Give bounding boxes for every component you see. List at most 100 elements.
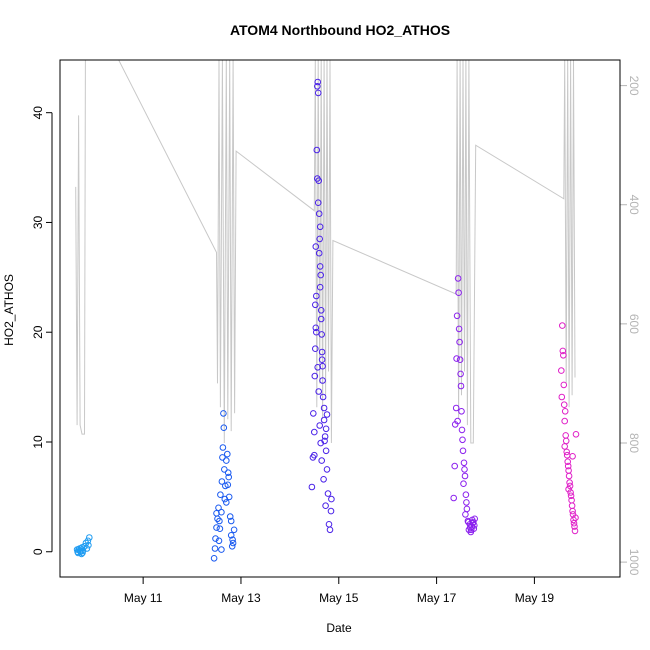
data-point [564,458,572,466]
data-point [323,466,331,473]
data-point [311,451,318,459]
data-point [570,519,578,527]
data-point [572,431,580,438]
data-point [313,292,320,300]
data-point [562,432,570,439]
data-point [314,89,322,97]
data-point [314,78,322,86]
data-point [218,478,226,485]
x-tick-label: May 13 [221,591,261,605]
data-point [212,535,219,542]
data-point [311,428,318,436]
data-point [566,482,574,490]
data-point [462,511,469,518]
data-point [559,347,567,355]
y-axis-label: HO2_ATHOS [2,274,16,346]
pressure-layer [75,59,576,444]
data-point [563,448,571,456]
data-point [322,447,330,455]
data-point [312,324,320,332]
data-point [315,388,323,395]
data-point [321,437,328,445]
data-point [227,517,235,525]
pressure-tick-label: 1000 [627,549,641,576]
y-tick-label: 10 [31,435,45,449]
data-point [227,532,235,539]
data-point [224,481,232,489]
series-may-17 [450,275,479,536]
data-point [560,401,568,409]
data-point [219,454,226,461]
data-point [221,495,229,503]
data-point [560,352,567,359]
x-tick-label: May 15 [319,591,359,605]
data-point [322,502,329,510]
y-tick-label: 30 [31,216,45,230]
data-point [316,235,324,243]
data-point [314,175,321,182]
pressure-line [75,59,576,444]
data-point [463,499,470,506]
data-point [454,417,461,425]
data-point [558,393,566,401]
data-point [455,325,463,333]
data-point [323,411,331,418]
data-point [452,404,460,412]
series-may-19 [558,322,580,535]
data-point [460,480,467,488]
data-point [225,473,232,481]
data-point [560,381,568,389]
data-point [450,494,458,502]
data-point [220,410,227,417]
data-point [322,425,330,433]
data-point [220,424,228,432]
data-point [571,523,578,530]
data-point [216,525,224,533]
data-point [571,527,579,535]
data-point [86,534,93,541]
data-point [451,462,459,470]
data-point [561,408,569,415]
data-point [563,451,571,459]
data-point [325,521,333,528]
data-point [463,505,471,513]
data-point [310,410,317,417]
pressure-tick-label: 800 [627,433,641,453]
data-point [321,433,329,440]
data-point [230,526,238,534]
data-point [457,370,464,378]
data-point [224,450,231,458]
x-tick-label: May 19 [515,591,555,605]
data-point [471,522,478,529]
data-point [318,457,326,464]
data-point [215,504,222,512]
axes-layer: 0 10 20 30 40 May 11 May 13 May 15 May 17 May 19 2… [31,76,641,605]
data-point [459,447,467,455]
data-point [454,275,462,282]
data-point [458,426,466,434]
data-point [219,444,227,451]
x-axis-label: Date [326,621,352,635]
data-point [320,404,328,412]
data-point [312,301,319,309]
data-point [318,356,326,364]
data-point [311,372,319,380]
data-point [313,328,320,336]
y-tick-label: 40 [31,106,45,120]
data-point [316,283,324,291]
data-point [314,364,322,371]
data-point [74,548,81,556]
data-point [315,210,323,217]
data-point [562,437,570,445]
y-tick-label: 0 [31,548,45,555]
points-layer [73,78,580,562]
data-point [216,517,223,525]
data-point [320,416,328,424]
data-point [223,499,230,506]
data-point [453,312,461,320]
data-point [213,524,220,531]
data-point [315,249,323,257]
data-point [215,537,223,545]
data-point [324,490,332,497]
